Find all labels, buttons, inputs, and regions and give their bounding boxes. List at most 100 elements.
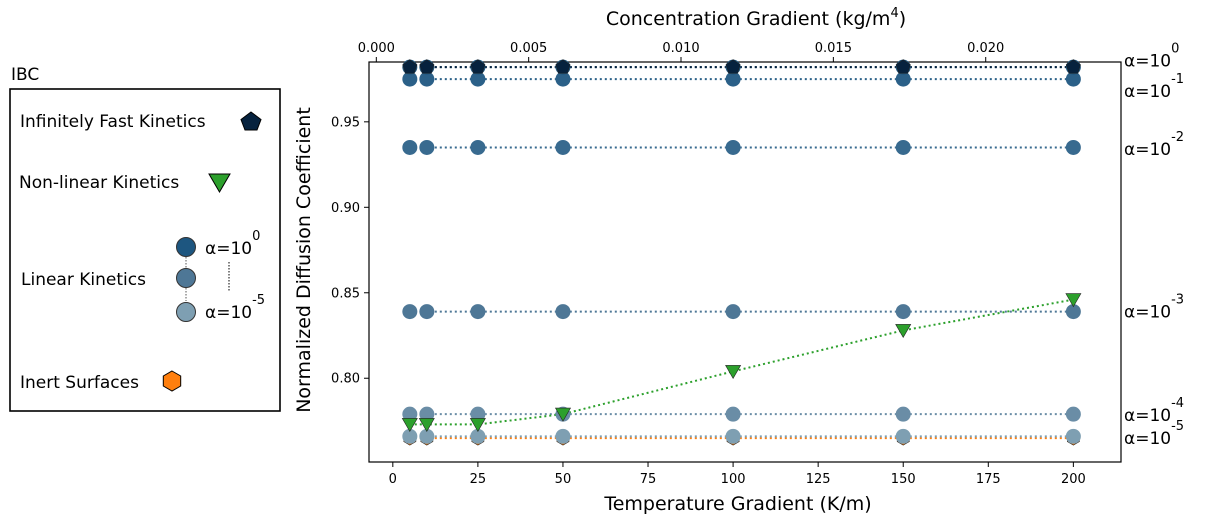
data-point-a-2 bbox=[555, 139, 571, 155]
x2-tick-label: 0.020 bbox=[967, 41, 1004, 56]
data-point-fast bbox=[1065, 59, 1081, 74]
alpha-annotation: α=10-1 bbox=[1124, 72, 1184, 102]
legend-linear-bottom-label: α=10-5 bbox=[205, 293, 265, 323]
y-tick-label: 0.95 bbox=[331, 115, 360, 130]
x2-axis-ticks: 0.000 0.005 0.010 0.015 0.020 bbox=[358, 41, 1004, 62]
alpha-annotation-exponent: -2 bbox=[1171, 130, 1184, 145]
data-point-fast bbox=[555, 59, 571, 74]
data-point-fast bbox=[725, 59, 741, 74]
alpha-annotation: α=10-2 bbox=[1124, 130, 1184, 160]
data-point-a-4 bbox=[402, 406, 418, 422]
data-point-a-1 bbox=[470, 71, 486, 87]
y-tick-label: 0.90 bbox=[331, 201, 360, 216]
legend: IBC Infinitely Fast Kinetics Non-linear … bbox=[9, 65, 281, 412]
x-tick-label: 100 bbox=[721, 472, 746, 487]
legend-linear-bottom-marker bbox=[176, 302, 196, 322]
legend-fast-marker bbox=[240, 111, 262, 131]
alpha-annotation-exponent: 0 bbox=[1171, 41, 1179, 56]
data-point-a-2 bbox=[725, 139, 741, 155]
x2-tick-label: 0.000 bbox=[358, 41, 395, 56]
data-point-a-4 bbox=[1065, 406, 1081, 422]
data-point-a-3 bbox=[725, 304, 741, 320]
data-point-nonlinear bbox=[554, 407, 572, 422]
alpha-annotation: α=10-3 bbox=[1124, 293, 1184, 323]
legend-linear-mid-marker bbox=[176, 268, 196, 288]
legend-frame bbox=[9, 88, 281, 412]
data-point-a-5 bbox=[402, 428, 418, 444]
data-point-a-1 bbox=[725, 71, 741, 87]
alpha-annotation-base: α=10 bbox=[1124, 406, 1171, 426]
x2-tick-label: 0.015 bbox=[815, 41, 852, 56]
legend-inert-marker bbox=[162, 370, 182, 392]
alpha-annotation-exponent: -1 bbox=[1171, 72, 1184, 87]
data-point-a-1 bbox=[1065, 71, 1081, 87]
data-point-fast bbox=[419, 59, 435, 74]
alpha-annotation-base: α=10 bbox=[1124, 82, 1171, 102]
data-point-nonlinear bbox=[418, 418, 435, 433]
y-axis-ticks: 0.80 0.85 0.90 0.95 bbox=[331, 115, 369, 387]
legend-nonlinear-marker bbox=[208, 173, 231, 193]
data-point-nonlinear bbox=[725, 365, 742, 380]
data-point-fast bbox=[402, 59, 418, 74]
alpha-annotation-base: α=10 bbox=[1124, 51, 1171, 71]
data-point-nonlinear bbox=[469, 418, 486, 433]
data-point-a-5 bbox=[895, 428, 911, 444]
data-point-fast bbox=[895, 59, 911, 74]
data-point-a-1 bbox=[555, 71, 571, 87]
data-point-a-1 bbox=[895, 71, 911, 87]
alpha-annotation: α=10-4 bbox=[1124, 396, 1184, 426]
x-tick-label: 175 bbox=[976, 472, 1001, 487]
data-point-a-3 bbox=[402, 304, 418, 320]
alpha-annotation: α=10-5 bbox=[1124, 419, 1184, 449]
data-point-a-2 bbox=[895, 139, 911, 155]
data-point-a-2 bbox=[1065, 139, 1081, 155]
alpha-annotation: α=100 bbox=[1124, 41, 1179, 71]
x-tick-label: 125 bbox=[806, 472, 831, 487]
data-point-nonlinear bbox=[401, 418, 418, 433]
y-tick-label: 0.80 bbox=[331, 372, 360, 387]
data-point-nonlinear bbox=[895, 324, 912, 339]
data-point-a-1 bbox=[402, 71, 418, 87]
data-point-a-5 bbox=[1065, 428, 1081, 444]
x-tick-label: 50 bbox=[555, 472, 572, 487]
x-tick-label: 0 bbox=[389, 472, 397, 487]
alpha-annotation-base: α=10 bbox=[1124, 303, 1171, 323]
data-point-a-3 bbox=[470, 304, 486, 320]
alpha-annotation-exponent: -3 bbox=[1171, 293, 1184, 308]
data-point-a-4 bbox=[725, 406, 741, 422]
series-lines bbox=[409, 66, 1074, 440]
data-point-a-2 bbox=[402, 139, 418, 155]
series-line-nonlinear bbox=[409, 298, 1074, 426]
data-point-a-3 bbox=[895, 304, 911, 320]
plot-frame bbox=[368, 61, 1122, 463]
x2-axis-label: Concentration Gradient (kg/m4) bbox=[606, 6, 906, 30]
x-axis-ticks: 0 25 50 75 100 125 150 175 200 bbox=[389, 462, 1086, 487]
data-point-a-4 bbox=[895, 406, 911, 422]
y-tick-label: 0.85 bbox=[331, 286, 360, 301]
x-tick-label: 25 bbox=[470, 472, 487, 487]
data-point-a-1 bbox=[419, 71, 435, 87]
data-point-a-3 bbox=[555, 304, 571, 320]
data-point-a-2 bbox=[419, 139, 435, 155]
x-tick-label: 75 bbox=[640, 472, 657, 487]
legend-fast-label: Infinitely Fast Kinetics bbox=[20, 112, 206, 132]
data-point-a-2 bbox=[470, 139, 486, 155]
legend-linear-top-label: α=100 bbox=[205, 229, 260, 259]
data-point-a-5 bbox=[419, 428, 435, 444]
x-tick-label: 200 bbox=[1061, 472, 1086, 487]
alpha-annotation-exponent: -5 bbox=[1171, 419, 1184, 434]
data-point-a-5 bbox=[725, 428, 741, 444]
data-point-a-3 bbox=[1065, 304, 1081, 320]
alpha-annotation-base: α=10 bbox=[1124, 429, 1171, 449]
legend-title: IBC bbox=[11, 65, 39, 85]
x2-tick-label: 0.005 bbox=[510, 41, 547, 56]
data-point-a-5 bbox=[555, 428, 571, 444]
data-point-a-5 bbox=[470, 428, 486, 444]
legend-inert-label: Inert Surfaces bbox=[20, 373, 139, 393]
alpha-annotation-exponent: -4 bbox=[1171, 396, 1184, 411]
data-point-nonlinear bbox=[1065, 293, 1082, 308]
data-point-a-4 bbox=[419, 406, 435, 422]
y-axis-label: Normalized Diffusion Coefficient bbox=[293, 107, 315, 413]
